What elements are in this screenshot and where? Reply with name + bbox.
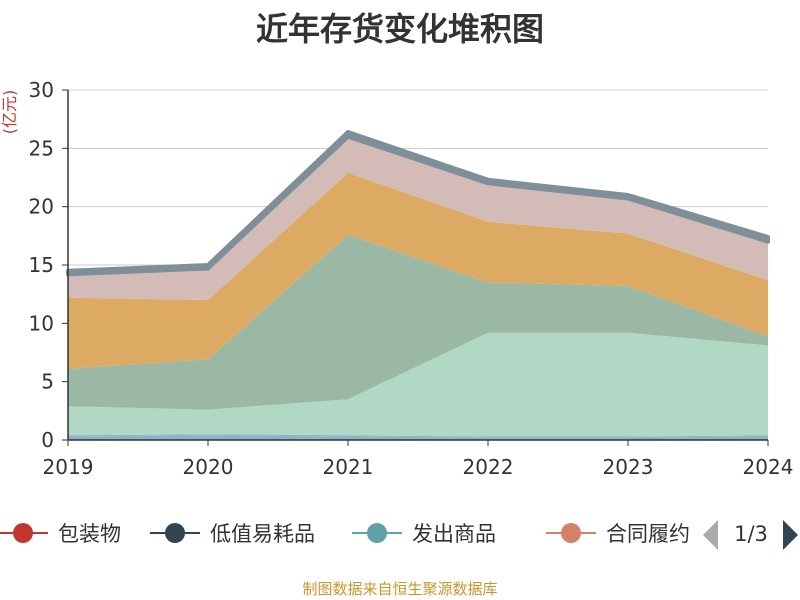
area-series-4 <box>68 234 768 410</box>
footer-source: 制图数据来自恒生聚源数据库 <box>302 580 498 598</box>
y-tick-label: 25 <box>29 136 54 160</box>
area-series-7 <box>66 130 770 277</box>
legend-marker <box>165 523 185 543</box>
legend-label: 合同履约 <box>606 522 690 546</box>
legend-marker <box>561 523 581 543</box>
y-tick-label: 0 <box>41 428 54 452</box>
x-tick-label: 2024 <box>743 455 794 479</box>
legend-next-arrow-icon <box>783 520 798 550</box>
x-tick-label: 2021 <box>323 455 374 479</box>
x-tick-label: 2019 <box>43 455 94 479</box>
legend-prev-arrow-icon <box>703 520 718 550</box>
axes: 0 5 10 15 20 25 30 2019 2020 2021 2022 2023 2024 (亿元) <box>0 78 793 479</box>
y-axis-unit-label: (亿元) <box>0 90 19 135</box>
area-series-5 <box>68 172 768 369</box>
x-tick-label: 2020 <box>183 455 234 479</box>
y-tick-label: 5 <box>41 370 54 394</box>
chart-title: 近年存货变化堆积图 <box>255 10 544 48</box>
y-tick-label: 30 <box>29 78 54 102</box>
area-series-3 <box>68 332 768 437</box>
legend-marker <box>367 523 387 543</box>
y-tick-label: 15 <box>29 253 54 277</box>
y-tick-label: 20 <box>29 195 54 219</box>
y-tick-label: 10 <box>29 311 54 335</box>
legend-label: 包装物 <box>58 522 121 546</box>
legend-label: 低值易耗品 <box>210 522 315 546</box>
area-series-layer <box>66 130 770 440</box>
x-tick-label: 2023 <box>603 455 654 479</box>
legend-page-indicator: 1/3 <box>734 522 768 546</box>
area-series-6 <box>68 136 768 300</box>
legend-marker <box>13 523 33 543</box>
legend: 包装物 低值易耗品 发出商品 合同履约 1/3 <box>0 520 798 550</box>
legend-label: 发出商品 <box>412 522 496 546</box>
x-tick-label: 2022 <box>463 455 514 479</box>
area-series-1 <box>68 435 768 440</box>
area-series-2 <box>68 434 768 438</box>
